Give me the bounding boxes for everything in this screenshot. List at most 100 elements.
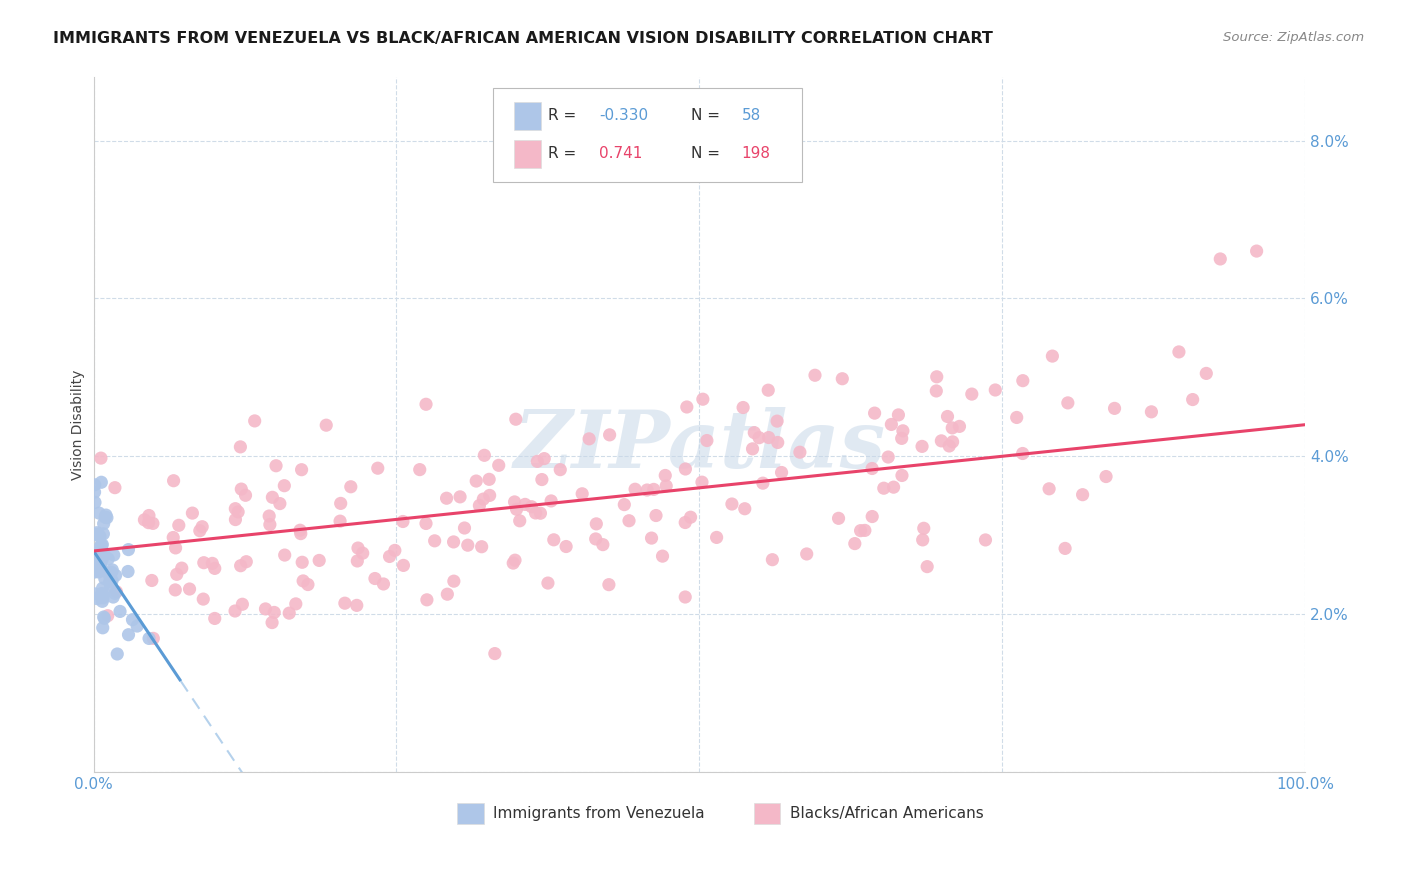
Point	[254, 602, 277, 616]
Point	[329, 514, 352, 528]
Point	[87, 565, 110, 579]
Point	[1056, 396, 1078, 410]
Point	[942, 434, 965, 449]
Point	[367, 461, 389, 475]
Bar	[754, 803, 780, 824]
Point	[761, 552, 783, 566]
Point	[373, 577, 395, 591]
Point	[167, 518, 190, 533]
Point	[925, 384, 948, 398]
Text: Source: ZipAtlas.com: Source: ZipAtlas.com	[1223, 31, 1364, 45]
Point	[346, 554, 368, 568]
Point	[84, 495, 107, 509]
Point	[655, 479, 678, 493]
Point	[449, 490, 471, 504]
Point	[83, 528, 105, 542]
Point	[643, 483, 665, 497]
Point	[103, 590, 125, 604]
Point	[193, 556, 215, 570]
Text: N =: N =	[690, 108, 724, 123]
Point	[90, 558, 112, 572]
Point	[911, 439, 934, 453]
Point	[165, 582, 187, 597]
Point	[585, 532, 607, 546]
Point	[891, 424, 914, 438]
Point	[162, 474, 184, 488]
Point	[505, 412, 527, 426]
Point	[1054, 541, 1077, 556]
Point	[97, 608, 120, 623]
Point	[269, 497, 291, 511]
Text: Immigrants from Venezuela: Immigrants from Venezuela	[494, 806, 704, 822]
Text: Blacks/African Americans: Blacks/African Americans	[790, 806, 984, 822]
Point	[592, 538, 614, 552]
Point	[613, 498, 636, 512]
Point	[877, 450, 900, 464]
Point	[880, 417, 903, 432]
Point	[1209, 252, 1232, 266]
Point	[117, 565, 139, 579]
Point	[191, 519, 214, 533]
Point	[264, 458, 287, 473]
Point	[90, 475, 112, 490]
Point	[1167, 345, 1189, 359]
Point	[93, 611, 115, 625]
Point	[83, 587, 105, 601]
Point	[734, 501, 756, 516]
Point	[333, 596, 356, 610]
Point	[263, 606, 285, 620]
Point	[679, 510, 702, 524]
Point	[598, 577, 620, 591]
Point	[273, 479, 295, 493]
Point	[1038, 482, 1060, 496]
Point	[347, 541, 370, 555]
Point	[235, 488, 257, 502]
Point	[706, 530, 728, 544]
Point	[860, 461, 883, 475]
Point	[984, 383, 1007, 397]
Point	[555, 540, 578, 554]
Point	[844, 536, 866, 550]
Point	[860, 509, 883, 524]
Point	[948, 419, 970, 434]
Point	[290, 526, 312, 541]
Point	[90, 586, 112, 600]
Point	[960, 387, 983, 401]
Point	[502, 556, 524, 570]
Point	[201, 557, 224, 571]
Point	[673, 590, 696, 604]
Point	[416, 592, 439, 607]
Point	[87, 527, 110, 541]
Point	[1195, 367, 1218, 381]
Point	[1040, 349, 1063, 363]
Point	[543, 533, 565, 547]
Point	[804, 368, 827, 383]
Point	[96, 510, 118, 524]
Point	[91, 581, 114, 595]
Point	[98, 567, 121, 582]
Point	[378, 549, 401, 564]
Point	[346, 599, 368, 613]
Point	[651, 549, 673, 563]
Point	[170, 561, 193, 575]
Point	[599, 428, 621, 442]
Point	[692, 392, 714, 407]
Point	[537, 576, 560, 591]
Point	[89, 557, 111, 571]
Point	[93, 548, 115, 562]
Point	[624, 482, 647, 496]
Point	[571, 487, 593, 501]
Point	[478, 472, 501, 486]
Point	[364, 572, 387, 586]
Point	[166, 567, 188, 582]
Point	[1181, 392, 1204, 407]
Point	[1071, 488, 1094, 502]
Point	[938, 439, 960, 453]
Point	[100, 565, 122, 579]
Point	[181, 506, 204, 520]
Point	[142, 632, 165, 646]
Point	[340, 480, 363, 494]
Point	[84, 555, 107, 569]
Text: R =: R =	[548, 146, 581, 161]
Point	[766, 414, 789, 428]
